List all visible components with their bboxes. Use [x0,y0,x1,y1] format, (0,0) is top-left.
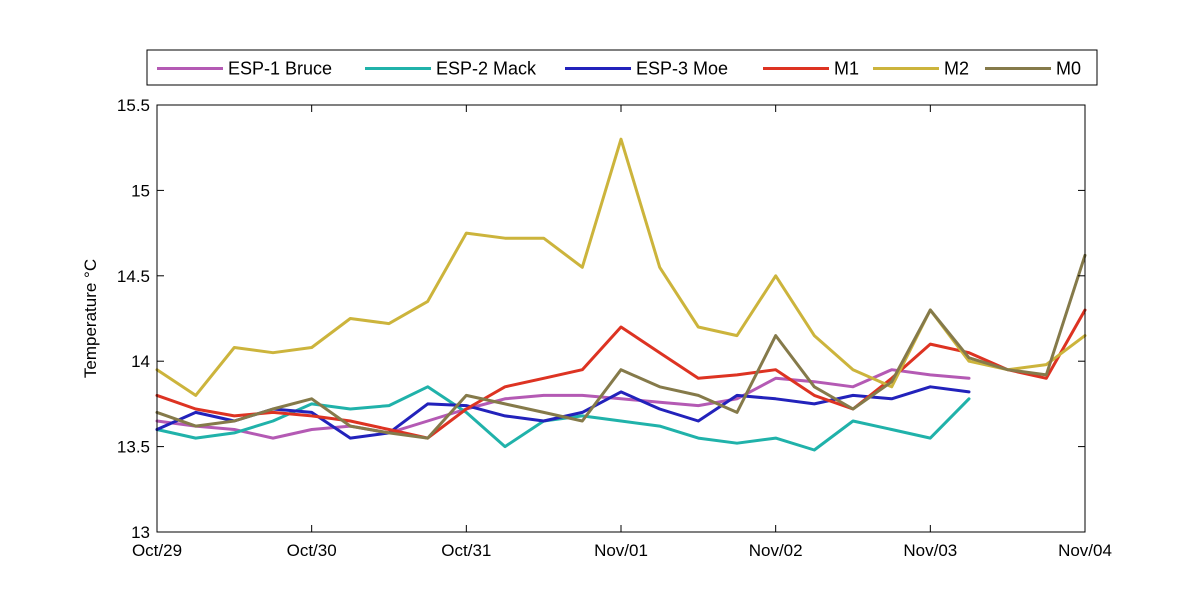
legend-label-3: ESP-3 Moe [636,59,728,79]
x-tick-label: Nov/02 [749,541,803,560]
legend-label-4: M1 [834,59,859,79]
x-tick-label: Oct/31 [441,541,491,560]
x-tick-label: Nov/04 [1058,541,1112,560]
plot-area [155,137,1087,452]
y-tick-label: 15.5 [117,96,150,115]
legend-label-1: ESP-1 Bruce [228,59,332,79]
series-line-6 [155,253,1087,440]
x-tick-label: Oct/29 [132,541,182,560]
legend-label-5: M2 [944,59,969,79]
legend-label-2: ESP-2 Mack [436,59,537,79]
y-tick-label: 15 [131,181,150,200]
series-line-2 [155,385,971,452]
y-tick-label: 13.5 [117,438,150,457]
series-line-4 [155,308,1087,440]
legend-label-6: M0 [1056,59,1081,79]
series-line-1 [155,368,971,440]
x-tick-label: Nov/01 [594,541,648,560]
axes: Oct/29 Oct/30 Oct/31 Nov/01 Nov/02 Nov/03 Nov/… [117,96,1112,560]
y-tick-label: 13 [131,523,150,542]
x-tick-label: Nov/03 [903,541,957,560]
y-axis-label: Temperature °C [81,259,100,378]
y-tick-label: 14.5 [117,267,150,286]
legend: ESP-1 Bruce ESP-2 Mack ESP-3 Moe M1 M2 M0 [146,49,1098,86]
x-tick-label: Oct/30 [287,541,337,560]
y-tick-label: 14 [131,352,150,371]
